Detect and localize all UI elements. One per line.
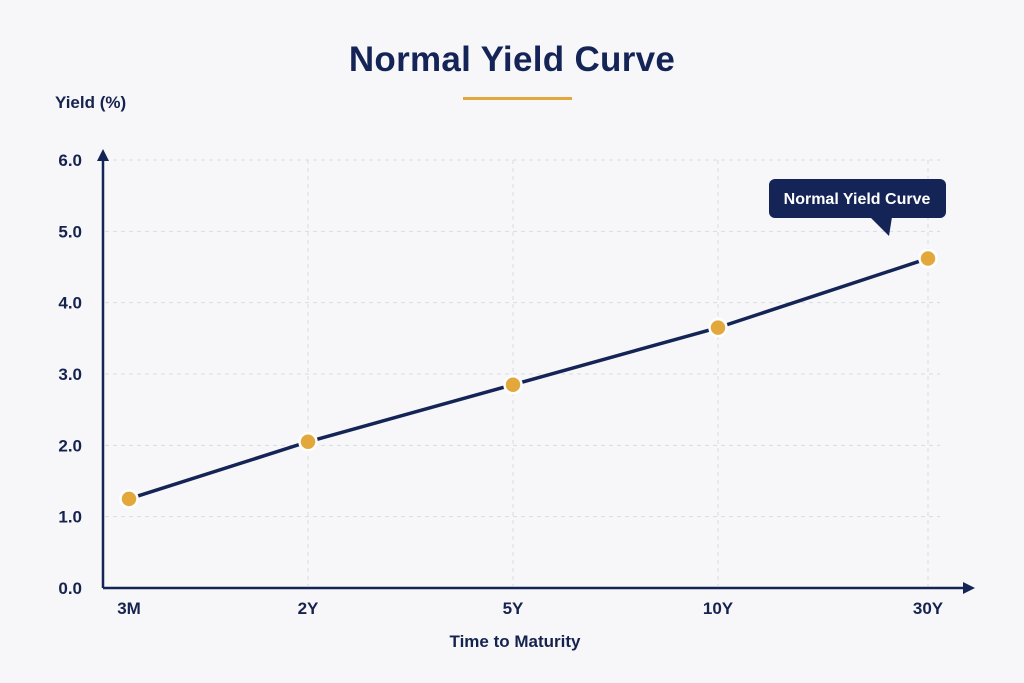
- series-line: [127, 256, 930, 501]
- axes-layer: [97, 149, 975, 594]
- tick-layer: 0.0 1.0 2.0 3.0 4.0 5.0 6.0 3M 2Y 5Y 10Y 30Y: [58, 151, 943, 618]
- y-axis-arrow: [97, 149, 109, 161]
- y-tick-label: 1.0: [58, 508, 82, 527]
- y-tick-label: 5.0: [58, 222, 82, 241]
- data-point: [298, 432, 318, 452]
- y-tick-label: 0.0: [58, 579, 82, 598]
- y-tick-label: 3.0: [58, 365, 82, 384]
- y-tick-label: 2.0: [58, 436, 82, 455]
- data-point: [503, 374, 523, 395]
- chart-title: Normal Yield Curve: [348, 40, 676, 79]
- y-axis-label: Yield (%): [55, 93, 126, 112]
- x-tick-label: 3M: [117, 599, 141, 618]
- y-tick-label: 6.0: [58, 151, 82, 170]
- data-point: [119, 489, 139, 509]
- x-tick-label: 30Y: [913, 599, 944, 618]
- data-point: [708, 317, 728, 338]
- x-tick-label: 10Y: [703, 599, 734, 618]
- series-layer: [119, 248, 938, 509]
- callout-pointer: [870, 217, 892, 236]
- x-axis-arrow: [963, 582, 975, 594]
- callout: Normal Yield Curve: [769, 179, 946, 236]
- x-tick-label: 2Y: [298, 599, 319, 618]
- data-point: [918, 248, 938, 269]
- x-tick-label: 5Y: [503, 599, 524, 618]
- callout-text: Normal Yield Curve: [784, 191, 931, 208]
- x-axis-label: Time to Maturity: [450, 632, 582, 651]
- title-underline: [463, 97, 572, 100]
- grid-layer: [105, 159, 940, 586]
- callout-box: [769, 179, 946, 218]
- y-tick-label: 4.0: [58, 294, 82, 313]
